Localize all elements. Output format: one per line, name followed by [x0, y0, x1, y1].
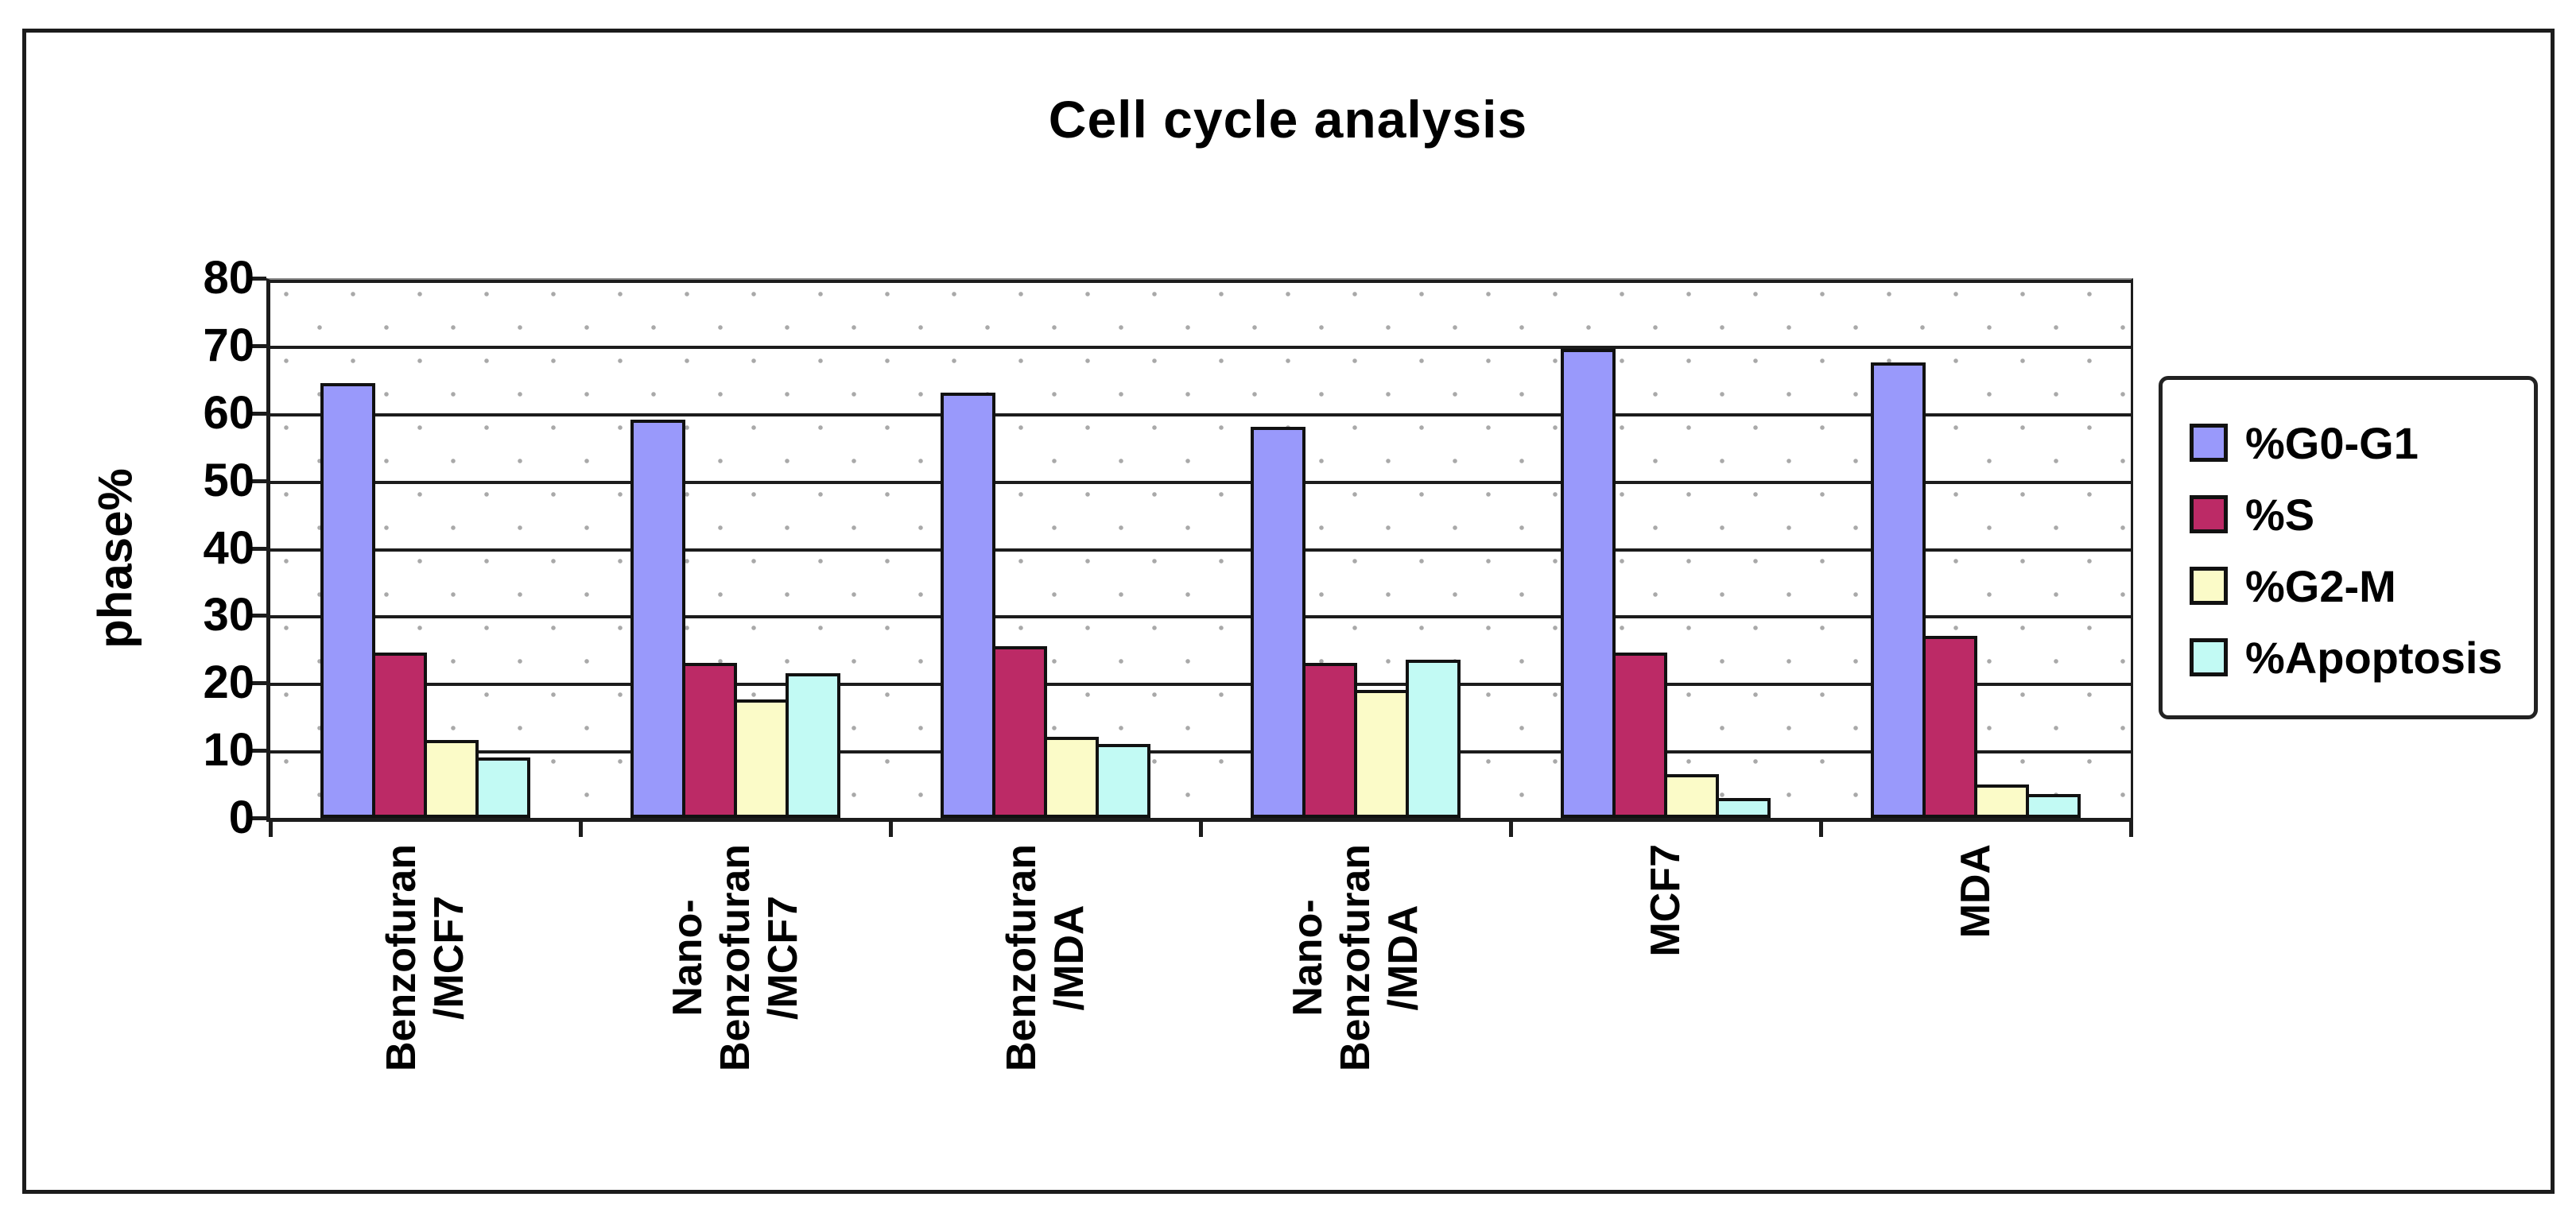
- y-tick-label: 80: [203, 252, 254, 304]
- gridline: [270, 413, 2131, 416]
- bar-apoptosis-cat6: [2026, 794, 2081, 818]
- bar-s-cat1: [372, 653, 427, 818]
- legend-item: %Apoptosis: [2190, 622, 2534, 693]
- bar-g2-m-cat3: [1044, 737, 1099, 818]
- legend-item: %S: [2190, 478, 2534, 550]
- gridline: [270, 346, 2131, 349]
- y-tick-label: 10: [203, 724, 254, 776]
- x-category-label: Nano- Benzofuran /MDA: [1285, 844, 1426, 1071]
- bar-apoptosis-cat4: [1406, 660, 1461, 818]
- legend-label: %G2-M: [2245, 560, 2396, 611]
- legend-swatch-g2-m: [2190, 567, 2228, 605]
- gridline: [270, 548, 2131, 552]
- bar-apoptosis-cat2: [786, 673, 840, 818]
- legend-swatch-apoptosis: [2190, 638, 2228, 676]
- y-axis-tick: [247, 344, 266, 348]
- y-tick-label: 50: [203, 455, 254, 506]
- x-axis-tick: [889, 818, 893, 837]
- bar-g0-g1-cat6: [1871, 362, 1926, 818]
- y-axis-tick: [247, 412, 266, 416]
- y-axis-tick: [247, 681, 266, 685]
- chart-title: Cell cycle analysis: [1048, 90, 1528, 149]
- x-category-label: Benzofuran /MCF7: [378, 844, 472, 1071]
- bar-apoptosis-cat5: [1716, 798, 1771, 818]
- y-tick-label: 40: [203, 522, 254, 574]
- bar-g0-g1-cat2: [630, 420, 685, 818]
- gridline: [270, 481, 2131, 484]
- y-tick-label: 0: [228, 792, 254, 843]
- gridline: [270, 683, 2131, 686]
- bar-g0-g1-cat4: [1251, 427, 1305, 818]
- gridline: [270, 615, 2131, 618]
- legend-item: %G2-M: [2190, 550, 2534, 622]
- bar-s-cat6: [1922, 636, 1977, 818]
- legend-swatch-s: [2190, 495, 2228, 533]
- legend-label: %G0-G1: [2245, 417, 2419, 468]
- y-tick-label: 20: [203, 657, 254, 708]
- bar-s-cat3: [992, 646, 1047, 818]
- bar-g0-g1-cat1: [320, 383, 375, 818]
- legend-item: %G0-G1: [2190, 407, 2534, 478]
- bar-s-cat5: [1612, 653, 1667, 818]
- bar-g0-g1-cat3: [941, 393, 995, 818]
- bar-g0-g1-cat5: [1561, 349, 1616, 818]
- x-axis-tick: [1199, 818, 1203, 837]
- y-axis-tick: [247, 614, 266, 618]
- y-tick-label: 30: [203, 589, 254, 641]
- gridline: [270, 280, 2131, 283]
- bar-g2-m-cat4: [1354, 690, 1409, 818]
- y-axis-tick: [247, 277, 266, 281]
- legend: %G0-G1 %S %G2-M %Apoptosis: [2159, 376, 2538, 719]
- legend-label: %S: [2245, 489, 2315, 540]
- gridline: [270, 750, 2131, 753]
- bar-g2-m-cat1: [424, 740, 479, 818]
- x-axis-tick: [1509, 818, 1513, 837]
- x-axis-tick: [269, 818, 273, 837]
- x-axis-tick: [2129, 818, 2133, 837]
- y-axis-tick: [247, 749, 266, 753]
- bar-g2-m-cat6: [1974, 784, 2029, 818]
- bar-s-cat4: [1302, 663, 1357, 818]
- x-category-label: Benzofuran /MDA: [999, 844, 1092, 1071]
- bar-s-cat2: [682, 663, 737, 818]
- y-tick-label: 70: [203, 320, 254, 371]
- bar-apoptosis-cat3: [1096, 744, 1150, 818]
- bar-apoptosis-cat1: [475, 757, 530, 818]
- x-category-label: MCF7: [1643, 844, 1689, 957]
- y-axis-tick: [247, 816, 266, 820]
- x-category-label: MDA: [1953, 844, 1999, 939]
- y-axis-tick: [247, 479, 266, 483]
- bar-g2-m-cat5: [1664, 774, 1719, 818]
- legend-swatch-g0-g1: [2190, 424, 2228, 462]
- x-axis-tick: [1819, 818, 1823, 837]
- y-tick-label: 60: [203, 387, 254, 439]
- plot-area: [266, 278, 2133, 822]
- y-axis-tick: [247, 547, 266, 551]
- bar-g2-m-cat2: [734, 699, 789, 818]
- x-category-label: Nano- Benzofuran /MCF7: [665, 844, 806, 1071]
- x-axis-tick: [579, 818, 583, 837]
- legend-label: %Apoptosis: [2245, 632, 2503, 683]
